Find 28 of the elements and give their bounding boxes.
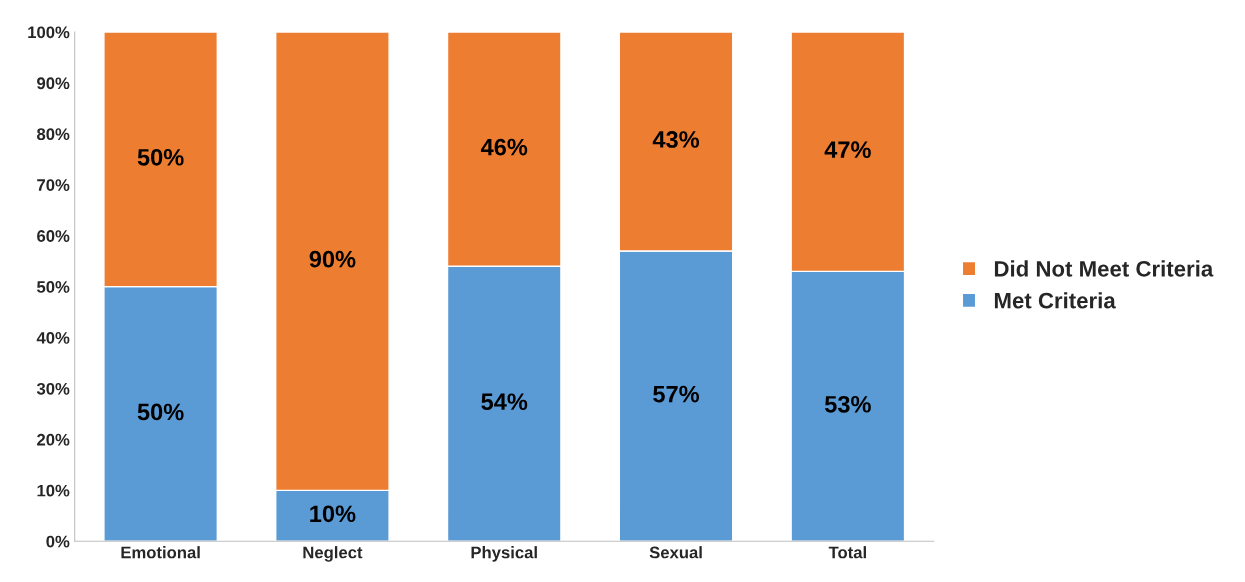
y-tick-label: 80% [37, 128, 70, 141]
y-tick-label: 50% [37, 281, 70, 293]
y-tick-label: 60% [37, 230, 70, 242]
data-label: 53% [824, 395, 871, 413]
data-label: 57% [653, 385, 700, 403]
data-label: 90% [309, 250, 356, 268]
x-tick-label: Sexual [649, 546, 702, 559]
data-label: 50% [137, 403, 184, 421]
x-tick-label: Total [828, 546, 866, 559]
y-tick-label: 90% [37, 77, 70, 90]
y-tick-label: 10% [37, 484, 70, 497]
y-tick-label: 40% [36, 331, 70, 344]
data-label: 10% [310, 505, 356, 523]
y-tick-label: 30% [36, 382, 70, 395]
data-label: 43% [652, 131, 700, 148]
data-label: 54% [481, 393, 528, 411]
y-tick-label: 100% [28, 26, 70, 39]
y-tick-label: 0% [46, 535, 70, 548]
data-label: 46% [480, 138, 528, 156]
x-tick-label: Emotional [121, 546, 200, 559]
legend-label: Did Not Meet Criteria [994, 260, 1214, 277]
data-label: 47% [824, 141, 871, 158]
data-label: 50% [137, 148, 184, 166]
x-tick-label: Physical [471, 546, 537, 562]
legend-label: Met Criteria [994, 292, 1116, 309]
y-tick-label: 70% [37, 179, 70, 191]
y-tick-label: 20% [37, 433, 70, 446]
x-tick-label: Neglect [303, 546, 363, 562]
